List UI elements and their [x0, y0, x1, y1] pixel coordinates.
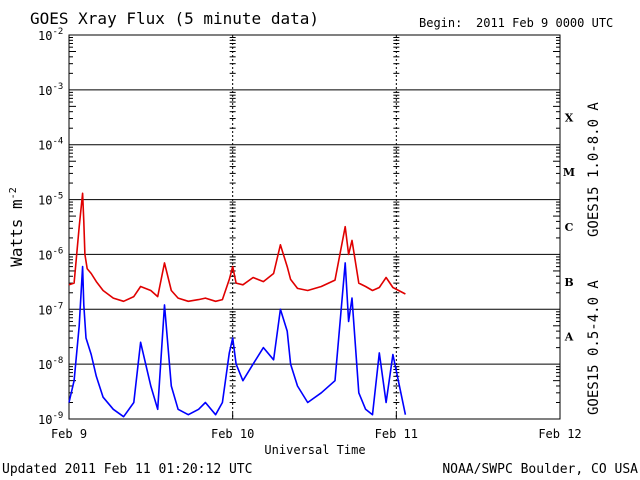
series-short-channel-line	[68, 262, 407, 418]
x-tick-label: Feb 9	[51, 427, 87, 441]
y-tick-label: 10-2	[38, 27, 63, 43]
x-tick-label: Feb 12	[538, 427, 581, 441]
y-tick-labels: 10-2 10-3 10-4 10-5 10-6 10-7 10-8 10-9	[38, 27, 63, 427]
y-tick-label: 10-8	[38, 356, 63, 372]
y-tick-label: 10-5	[38, 192, 63, 208]
flare-class-label: B	[564, 276, 573, 289]
flare-class-label: X	[565, 111, 574, 124]
horizontal-gridlines	[69, 34, 560, 420]
updated-timestamp: Updated 2011 Feb 11 01:20:12 UTC	[2, 462, 252, 477]
y-tick-label: 10-6	[38, 246, 63, 262]
begin-label: Begin:	[419, 16, 462, 30]
legend-long-channel: GOES15 1.0-8.0 A	[586, 102, 602, 237]
vertical-day-gridlines	[232, 35, 397, 419]
y-tick-label: 10-4	[38, 137, 63, 153]
flare-class-labels: X M C B A	[563, 111, 575, 343]
x-tick-labels: Feb 9 Feb 10 Feb 11 Feb 12	[51, 413, 582, 441]
series-lines	[68, 192, 407, 418]
legend-short-channel: GOES15 0.5-4.0 A	[586, 280, 602, 415]
flare-class-label: A	[564, 331, 574, 344]
chart-title: GOES Xray Flux (5 minute data)	[30, 9, 319, 28]
series-long-channel-line	[68, 192, 406, 303]
x-axis-label: Universal Time	[264, 443, 365, 457]
x-tick-label: Feb 10	[211, 427, 254, 441]
x-tick-label: Feb 11	[375, 427, 418, 441]
y-axis-label: Watts m-2	[7, 187, 26, 266]
flare-class-label: C	[565, 221, 574, 234]
credit-text: NOAA/SWPC Boulder, CO USA	[442, 462, 638, 477]
begin-value: 2011 Feb 9 0000 UTC	[476, 16, 613, 30]
y-tick-label: 10-3	[38, 82, 63, 98]
y-tick-label: 10-7	[38, 301, 63, 317]
flare-class-label: M	[563, 166, 575, 179]
plot-area	[68, 34, 561, 420]
y-tick-label: 10-9	[38, 411, 63, 427]
